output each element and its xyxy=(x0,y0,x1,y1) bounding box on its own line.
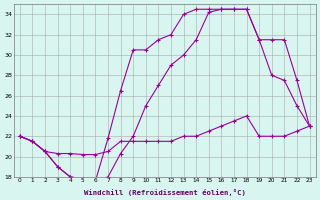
X-axis label: Windchill (Refroidissement éolien,°C): Windchill (Refroidissement éolien,°C) xyxy=(84,189,246,196)
